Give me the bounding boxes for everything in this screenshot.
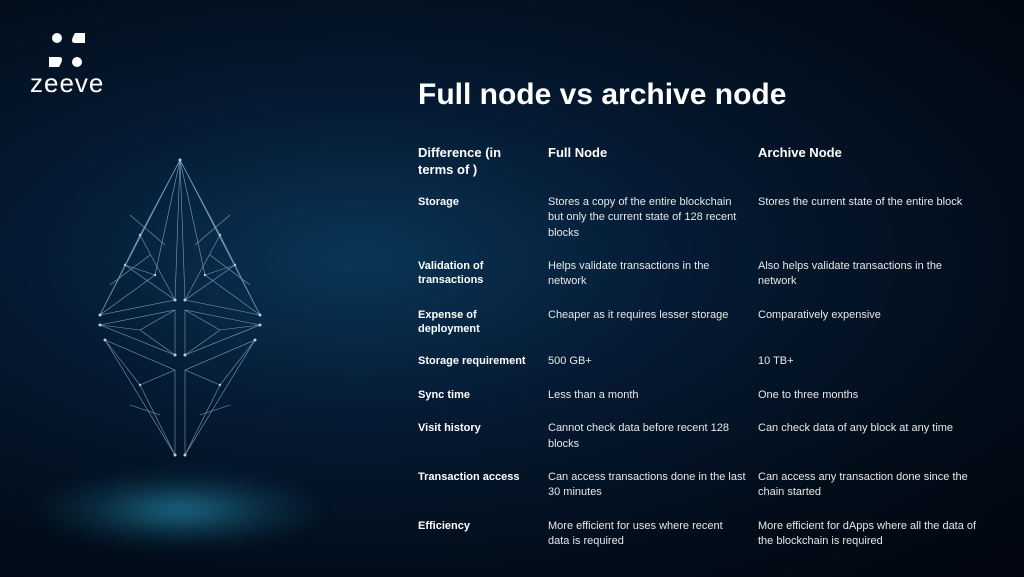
- brand-name: zeeve: [30, 68, 104, 99]
- table-row: Expense of deployment Cheaper as it requ…: [418, 308, 998, 337]
- row-label: Efficiency: [418, 519, 548, 550]
- row-full-value: Cannot check data before recent 128 bloc…: [548, 421, 758, 452]
- row-full-value: Stores a copy of the entire blockchain b…: [548, 195, 758, 241]
- row-label: Validation of transactions: [418, 259, 548, 290]
- ethereum-diamond-graphic: [80, 155, 280, 465]
- brand-logo: zeeve: [30, 30, 104, 99]
- row-label: Storage requirement: [418, 354, 548, 369]
- row-label: Visit history: [418, 421, 548, 452]
- glow-effect: [30, 470, 330, 550]
- page-title: Full node vs archive node: [418, 78, 786, 112]
- row-label: Sync time: [418, 388, 548, 403]
- row-archive-value: Can check data of any block at any time: [758, 421, 978, 452]
- row-full-value: 500 GB+: [548, 354, 758, 369]
- row-archive-value: Also helps validate transactions in the …: [758, 259, 978, 290]
- header-difference: Difference (in terms of ): [418, 145, 548, 179]
- logo-mark: [47, 30, 87, 70]
- row-full-value: Less than a month: [548, 388, 758, 403]
- table-row: Validation of transactions Helps validat…: [418, 259, 998, 290]
- table-row: Transaction access Can access transactio…: [418, 470, 998, 501]
- row-archive-value: 10 TB+: [758, 354, 978, 369]
- row-full-value: Can access transactions done in the last…: [548, 470, 758, 501]
- table-row: Visit history Cannot check data before r…: [418, 421, 998, 452]
- header-archive-node: Archive Node: [758, 145, 978, 179]
- table-row: Sync time Less than a month One to three…: [418, 388, 998, 403]
- row-label: Expense of deployment: [418, 308, 548, 337]
- row-archive-value: Stores the current state of the entire b…: [758, 195, 978, 241]
- row-full-value: Cheaper as it requires lesser storage: [548, 308, 758, 337]
- row-archive-value: More efficient for dApps where all the d…: [758, 519, 978, 550]
- table-row: Efficiency More efficient for uses where…: [418, 519, 998, 550]
- comparison-table: Difference (in terms of ) Full Node Arch…: [418, 145, 998, 567]
- row-full-value: Helps validate transactions in the netwo…: [548, 259, 758, 290]
- header-full-node: Full Node: [548, 145, 758, 179]
- row-label: Transaction access: [418, 470, 548, 501]
- table-header-row: Difference (in terms of ) Full Node Arch…: [418, 145, 998, 179]
- row-archive-value: Comparatively expensive: [758, 308, 978, 337]
- table-row: Storage Stores a copy of the entire bloc…: [418, 195, 998, 241]
- table-row: Storage requirement 500 GB+ 10 TB+: [418, 354, 998, 369]
- row-full-value: More efficient for uses where recent dat…: [548, 519, 758, 550]
- row-archive-value: Can access any transaction done since th…: [758, 470, 978, 501]
- row-archive-value: One to three months: [758, 388, 978, 403]
- row-label: Storage: [418, 195, 548, 241]
